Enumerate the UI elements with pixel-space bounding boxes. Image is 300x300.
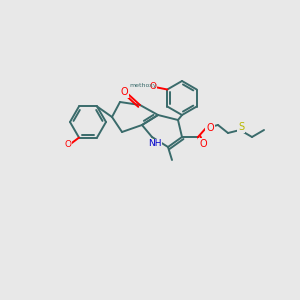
- Text: NH: NH: [148, 140, 162, 148]
- Text: methoxy: methoxy: [130, 83, 157, 88]
- Text: O: O: [64, 140, 71, 149]
- Text: O: O: [199, 139, 207, 149]
- Text: O: O: [206, 123, 214, 133]
- Text: S: S: [238, 122, 244, 132]
- Text: O: O: [120, 87, 128, 97]
- Text: O: O: [150, 82, 157, 91]
